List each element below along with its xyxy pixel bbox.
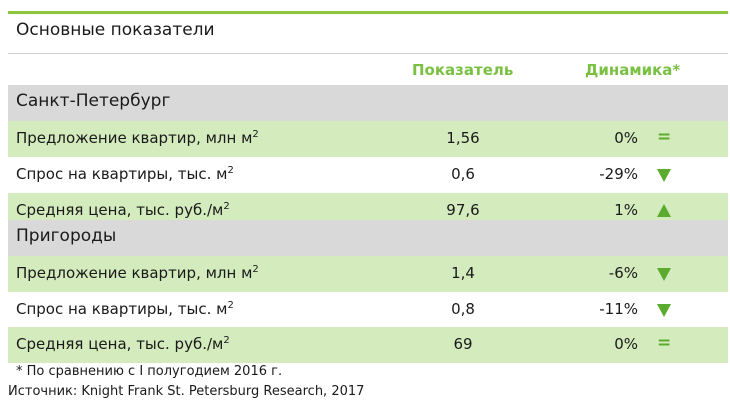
top-accent-line — [8, 11, 728, 14]
row-value: 1,56 — [446, 129, 480, 147]
equal-icon: = — [657, 127, 672, 147]
row-label: Средняя цена, тыс. руб./м2 — [16, 335, 230, 353]
row-label: Спрос на квартиры, тыс. м2 — [16, 300, 234, 318]
row-value: 0,6 — [451, 165, 475, 183]
row-label: Спрос на квартиры, тыс. м2 — [16, 165, 234, 183]
group-title: Пригороды — [16, 226, 117, 246]
source-line: Источник: Knight Frank St. Petersburg Re… — [8, 384, 365, 399]
row-label: Средняя цена, тыс. руб./м2 — [16, 201, 230, 219]
row-value: 69 — [453, 335, 473, 353]
group-header-spb: Санкт-Петербург — [8, 85, 728, 121]
arrow-down-icon — [652, 256, 676, 292]
page-title: Основные показатели — [16, 20, 215, 40]
equal-icon: = — [657, 333, 672, 353]
group-title: Санкт-Петербург — [16, 91, 171, 111]
table-row: Средняя цена, тыс. руб./м2 69 0% = — [8, 327, 728, 363]
row-dynamics: 1% — [614, 201, 638, 219]
group-header-suburbs: Пригороды — [8, 220, 728, 256]
row-label: Предложение квартир, млн м2 — [16, 264, 259, 282]
row-dynamics: -29% — [599, 165, 638, 183]
column-header-value: Показатель — [412, 61, 514, 79]
arrow-down-icon — [652, 157, 676, 193]
row-value: 0,8 — [451, 300, 475, 318]
footnote: * По сравнению с I полугодием 2016 г. — [16, 364, 283, 379]
row-value: 1,4 — [451, 264, 475, 282]
table-row: Предложение квартир, млн м2 1,56 0% = — [8, 121, 728, 157]
table-row: Спрос на квартиры, тыс. м2 0,6 -29% — [8, 157, 728, 193]
table-row: Спрос на квартиры, тыс. м2 0,8 -11% — [8, 292, 728, 328]
row-dynamics: 0% — [614, 335, 638, 353]
row-dynamics: 0% — [614, 129, 638, 147]
arrow-up-icon — [652, 193, 676, 229]
title-divider — [8, 53, 728, 54]
column-header-dynamics: Динамика* — [585, 61, 681, 79]
row-dynamics: -11% — [599, 300, 638, 318]
row-dynamics: -6% — [608, 264, 638, 282]
row-value: 97,6 — [446, 201, 480, 219]
arrow-down-icon — [652, 292, 676, 328]
table-row: Предложение квартир, млн м2 1,4 -6% — [8, 256, 728, 292]
row-label: Предложение квартир, млн м2 — [16, 129, 259, 147]
